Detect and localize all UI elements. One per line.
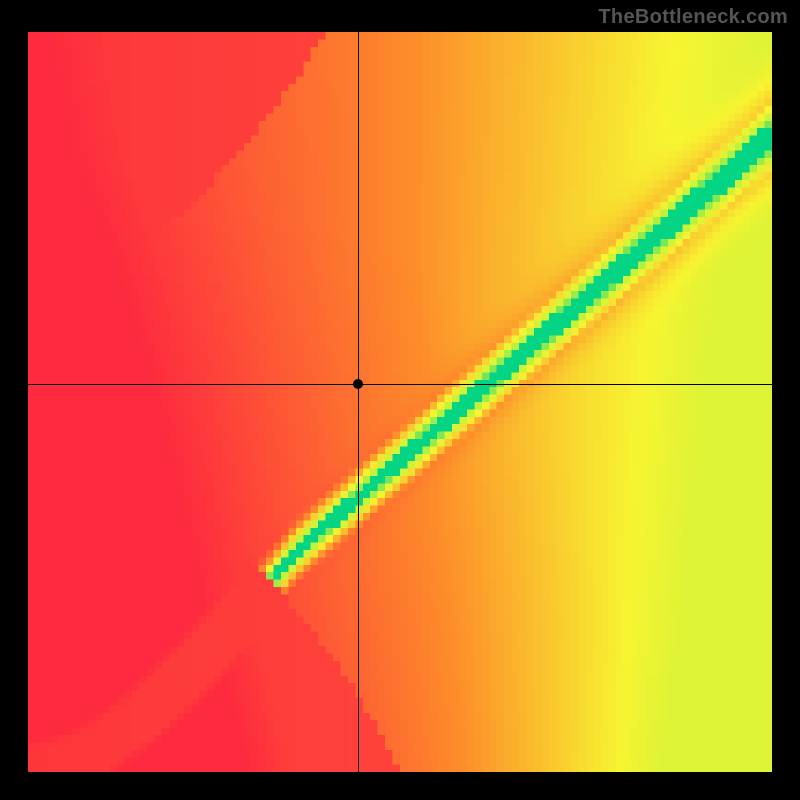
crosshair-horizontal <box>28 384 772 385</box>
plot-area <box>28 32 772 772</box>
heatmap-canvas <box>28 32 772 772</box>
crosshair-vertical <box>358 32 359 772</box>
watermark-text: TheBottleneck.com <box>598 6 788 29</box>
crosshair-marker <box>353 379 363 389</box>
